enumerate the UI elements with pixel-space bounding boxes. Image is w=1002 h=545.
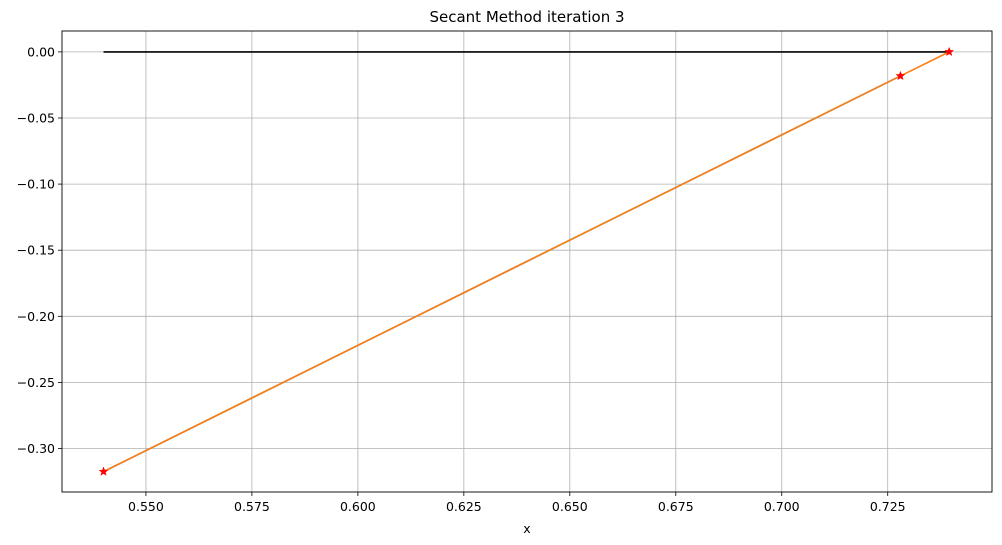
tick-layer: 0.550 0.575 0.600 0.625 0.650 0.675 0.700 0.725… (17, 44, 906, 514)
y-tick-label: −0.25 (17, 375, 55, 390)
x-tick-label: 0.600 (340, 499, 376, 514)
y-tick-label: −0.05 (17, 110, 55, 125)
x-tick-label: 0.550 (128, 499, 164, 514)
x-tick-label: 0.625 (446, 499, 482, 514)
x-axis-label: x (523, 521, 530, 536)
x-tick-label: 0.725 (870, 499, 906, 514)
x-tick-label: 0.650 (552, 499, 588, 514)
star-marker (944, 46, 955, 57)
y-tick-label: −0.10 (17, 177, 55, 192)
x-tick-label: 0.575 (234, 499, 270, 514)
y-tick-label: −0.15 (17, 243, 55, 258)
x-tick-label: 0.700 (764, 499, 800, 514)
chart-title: Secant Method iteration 3 (429, 8, 624, 26)
y-tick-label: −0.30 (17, 441, 55, 456)
series-layer (98, 46, 955, 476)
plot-frame (61, 30, 993, 493)
star-marker (98, 466, 109, 476)
grid-layer (62, 31, 992, 492)
y-tick-label: 0.00 (27, 44, 55, 59)
star-marker (895, 70, 906, 81)
y-tick-label: −0.20 (17, 309, 55, 324)
x-tick-label: 0.675 (658, 499, 694, 514)
